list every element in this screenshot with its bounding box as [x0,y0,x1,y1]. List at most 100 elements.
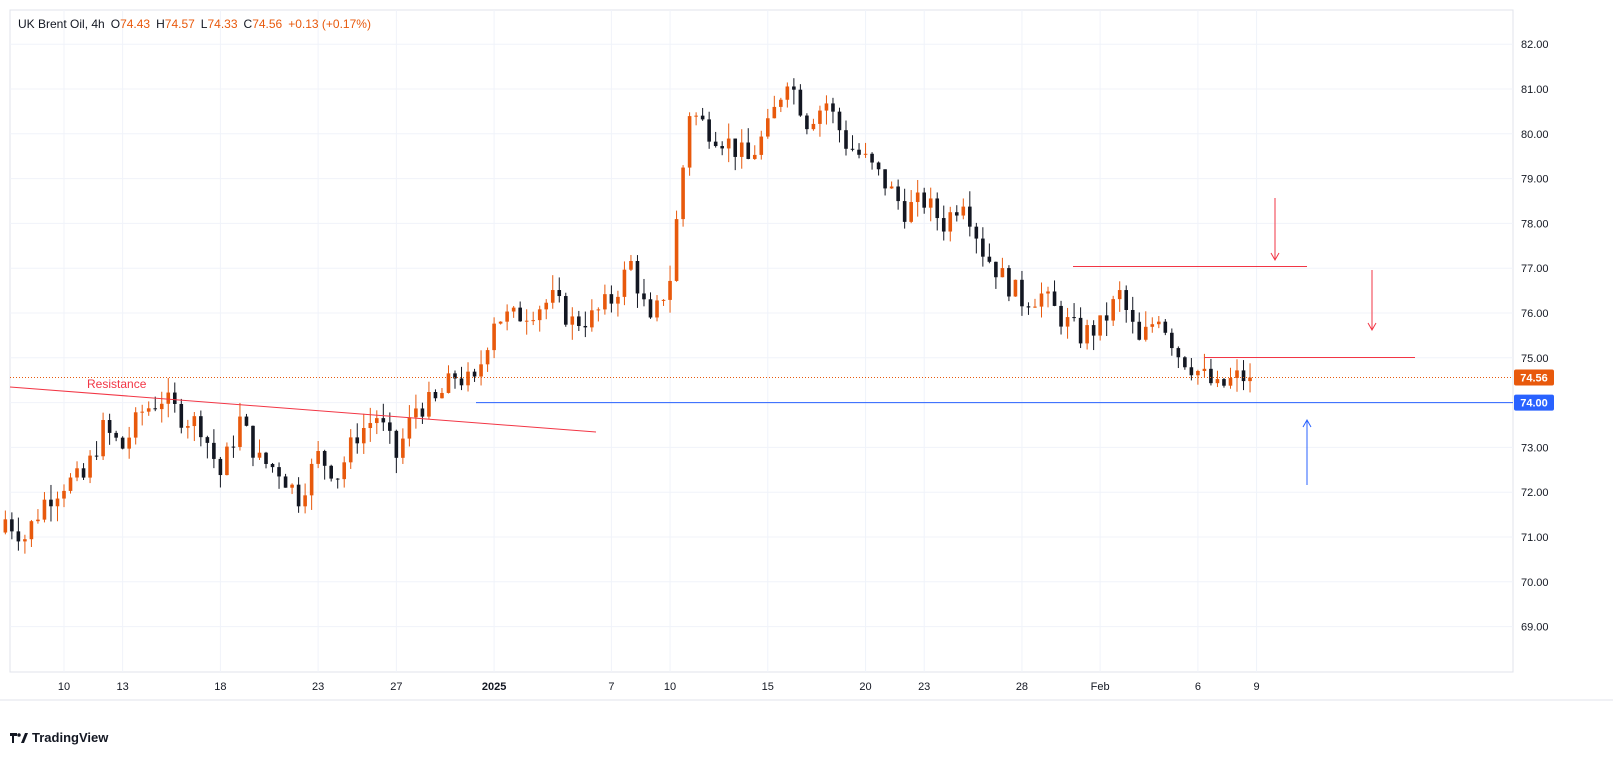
candle-body [1065,317,1070,327]
open-value: 74.43 [120,17,151,31]
candle-body [1072,317,1076,319]
candle-body [68,477,73,491]
candle-body [505,311,509,322]
candle-body [1170,332,1174,349]
price-tick-label: 78.00 [1521,218,1549,230]
tradingview-logo[interactable]: TradingView [10,730,108,745]
candle-body [1196,370,1200,376]
candle-body [720,146,724,149]
candle-body [1202,368,1207,371]
candle-body [805,115,809,130]
candle-body [29,521,34,540]
candle-body [388,422,392,431]
price-tick-label: 73.00 [1521,442,1549,454]
candle-body [642,293,646,300]
candle-body [186,426,190,428]
price-tick-label: 70.00 [1521,577,1549,589]
candle-body [94,455,99,457]
candle-body [414,408,418,418]
candle-body [511,307,516,312]
candle-body [792,86,796,90]
candle-body [700,115,705,120]
down-arrow-1-head [1270,252,1280,262]
candle-body [62,490,66,499]
time-tick-label: 27 [390,681,402,693]
candle-body [941,218,946,232]
candle-body [537,309,542,321]
time-tick-label: 18 [214,681,226,693]
candle-body [1235,370,1239,379]
candle-body [218,458,223,476]
candle-body [850,148,855,150]
candle-body [563,296,568,325]
candle-body [687,116,692,168]
candle-body [987,256,992,262]
price-tick-label: 76.00 [1521,308,1549,320]
candle-body [472,371,477,377]
candle-body [1085,325,1089,344]
candle-body [831,103,835,112]
candle-body [981,238,985,257]
candle-body [1163,321,1168,333]
candle-body [577,316,581,326]
candle-body [1176,348,1181,358]
price-tick-label: 72.00 [1521,487,1549,499]
candle-body [622,269,627,297]
resistance-label: Resistance [87,377,147,391]
candle-body [316,451,320,464]
price-axis[interactable]: 69.00 70.00 71.00 72.00 73.00 74.00 75.00 76.00… [1514,39,1554,634]
candle-body [114,432,118,438]
price-tick-label: 77.00 [1521,263,1549,275]
candle-body [361,428,366,444]
candle-body [928,198,933,208]
candle-body [1228,378,1233,386]
candle-body [179,403,184,428]
candle-body [772,106,777,119]
candle-body [1130,309,1135,322]
price-tick-label: 82.00 [1521,39,1549,51]
candle-body [609,294,614,304]
candle-body [1104,315,1109,321]
candle-body [746,142,751,159]
price-tick-label: 81.00 [1521,84,1549,96]
candle-body [909,202,913,222]
candle-body [296,484,301,507]
price-tick-label: 80.00 [1521,129,1549,141]
candle-body [36,519,40,522]
candle-body [153,408,158,410]
candle-body [159,403,164,410]
time-axis[interactable]: 10 13 18 23 27 2025 7 10 15 20 23 28 Feb 6 9 [0,681,1613,701]
time-tick-label: Feb [1091,681,1110,693]
low-label: L [200,17,208,31]
candle-body [1052,291,1057,306]
candle-body [407,417,412,439]
candle-body [133,412,138,438]
candle-body [16,531,21,542]
candle-body [674,219,679,281]
plot-frame [9,9,1514,673]
time-tick-label: 15 [762,681,774,693]
time-tick-label: 13 [117,681,129,693]
candle-body [707,119,711,142]
low-value: 74.33 [207,17,238,31]
candle-body [401,438,405,458]
candle-body [120,437,125,449]
candle-body [75,468,79,478]
candle-body [303,495,307,507]
candle-body [596,309,601,311]
support-price-tag-bg [1514,394,1554,411]
time-tick-label: 23 [312,681,324,693]
candle-body [1046,291,1050,294]
candle-body [459,378,464,386]
candle-body [1222,379,1226,386]
candle-body [694,115,698,117]
candle-body [290,484,294,488]
candle-body [1059,305,1063,327]
candle-body [225,446,229,476]
candle-body [1157,321,1161,325]
time-tick-label: 28 [1016,681,1028,693]
candle-body [1143,326,1148,340]
candle-body [857,149,861,155]
